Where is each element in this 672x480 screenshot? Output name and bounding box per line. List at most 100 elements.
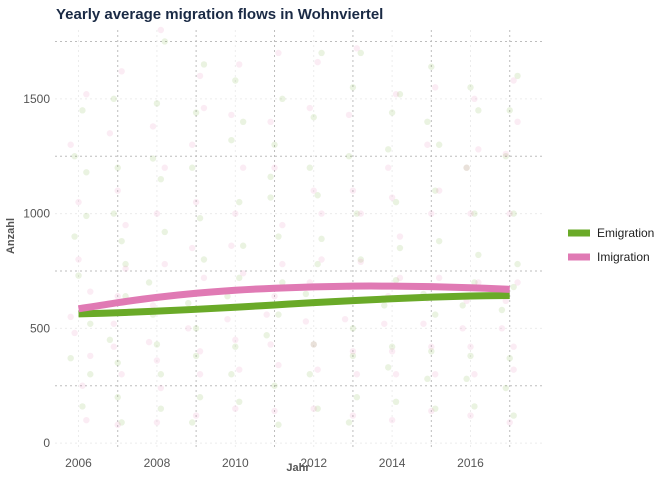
scatter-point-emigration [228,136,235,144]
scatter-point-emigration [510,283,517,291]
scatter-point-imigration [236,366,243,373]
scatter-point-imigration [87,352,94,360]
scatter-point-imigration [502,150,509,158]
scatter-point-emigration [87,371,94,378]
scatter-point-imigration [228,111,235,119]
scatter-point-imigration [475,279,482,286]
scatter-point-emigration [239,242,247,249]
scatter-point-emigration [271,382,278,389]
scatter-point-emigration [106,336,114,344]
scatter-point-emigration [306,371,313,378]
scatter-point-imigration [75,198,82,206]
scatter-point-emigration [110,210,118,217]
scatter-point-emigration [192,352,200,360]
scatter-point-emigration [353,394,361,401]
x-tick-label: 2012 [300,456,327,470]
scatter-point-emigration [79,403,86,410]
scatter-point-imigration [459,325,466,332]
scatter-point-emigration [428,348,435,355]
scatter-point-imigration [279,260,286,268]
scatter-point-imigration [467,412,474,419]
scatter-point-emigration [424,118,431,126]
scatter-point-imigration [271,293,278,300]
scatter-point-imigration [302,318,310,325]
scatter-point-emigration [228,371,235,378]
scatter-point-imigration [345,111,353,119]
scatter-point-emigration [122,260,129,268]
scatter-point-imigration [428,210,435,217]
scatter-point-emigration [388,343,396,350]
y-tick-label: 0 [43,436,50,450]
scatter-point-emigration [67,354,74,362]
scatter-point-imigration [514,118,521,126]
scatter-point-emigration [306,164,313,171]
scatter-point-imigration [118,68,125,75]
scatter-point-emigration [271,141,278,148]
scatter-point-imigration [396,274,404,282]
x-tick-label: 2014 [379,456,406,470]
scatter-point-imigration [353,45,361,52]
scatter-point-emigration [232,77,239,84]
scatter-point-imigration [310,405,317,412]
scatter-point-imigration [153,419,161,426]
scatter-point-imigration [271,164,278,171]
scatter-point-imigration [122,265,129,272]
scatter-point-emigration [432,187,439,194]
scatter-point-imigration [318,256,325,263]
scatter-point-imigration [396,233,404,240]
scatter-point-emigration [157,405,165,412]
scatter-point-imigration [83,91,90,98]
scatter-point-emigration [471,403,478,410]
x-tick-label: 2006 [65,456,92,470]
scatter-point-imigration [228,242,235,249]
scatter-point-emigration [189,164,196,171]
scatter-point-emigration [475,107,482,114]
legend-label-emigration: Emigration [597,226,654,240]
scatter-point-imigration [161,260,168,268]
points-layer [67,26,521,428]
scatter-point-emigration [200,61,208,68]
scatter-point-emigration [263,332,270,339]
scatter-point-imigration [392,91,400,98]
scatter-point-emigration [392,198,400,206]
scatter-point-emigration [157,175,165,183]
scatter-point-imigration [145,338,153,346]
y-tick-label: 1500 [23,92,50,106]
scatter-point-imigration [428,343,435,350]
scatter-point-emigration [467,84,474,91]
scatter-point-emigration [318,49,325,57]
scatter-point-emigration [110,95,118,103]
scatter-point-imigration [192,412,200,419]
scatter-point-imigration [341,315,349,323]
scatter-point-imigration [153,357,161,364]
scatter-point-emigration [357,49,364,57]
scatter-point-imigration [510,77,517,84]
scatter-point-imigration [192,198,200,206]
scatter-point-emigration [239,118,247,126]
scatter-point-emigration [467,352,474,360]
scatter-point-imigration [314,58,321,66]
scatter-point-imigration [432,371,439,378]
scatter-point-imigration [506,210,513,217]
scatter-point-imigration [114,187,121,194]
scatter-point-imigration [75,256,82,263]
trend-line-emigration [78,292,510,318]
scatter-point-emigration [161,38,168,45]
legend: Emigration Imigration [568,226,654,264]
scatter-point-emigration [510,412,517,419]
scatter-point-emigration [471,210,478,217]
scatter-point-emigration [192,109,200,116]
scatter-point-imigration [161,164,168,171]
scatter-point-imigration [196,348,204,355]
x-tick-label: 2016 [457,456,484,470]
scatter-point-imigration [498,325,506,332]
scatter-point-imigration [428,407,435,415]
scatter-point-emigration [392,398,400,406]
trend-line-imigration [77,282,510,313]
scatter-point-emigration [161,228,168,236]
scatter-point-emigration [385,146,392,153]
scatter-point-imigration [224,315,231,323]
scatter-point-emigration [83,169,90,176]
scatter-point-emigration [79,107,86,114]
x-axis-title: Jahr [286,462,310,474]
